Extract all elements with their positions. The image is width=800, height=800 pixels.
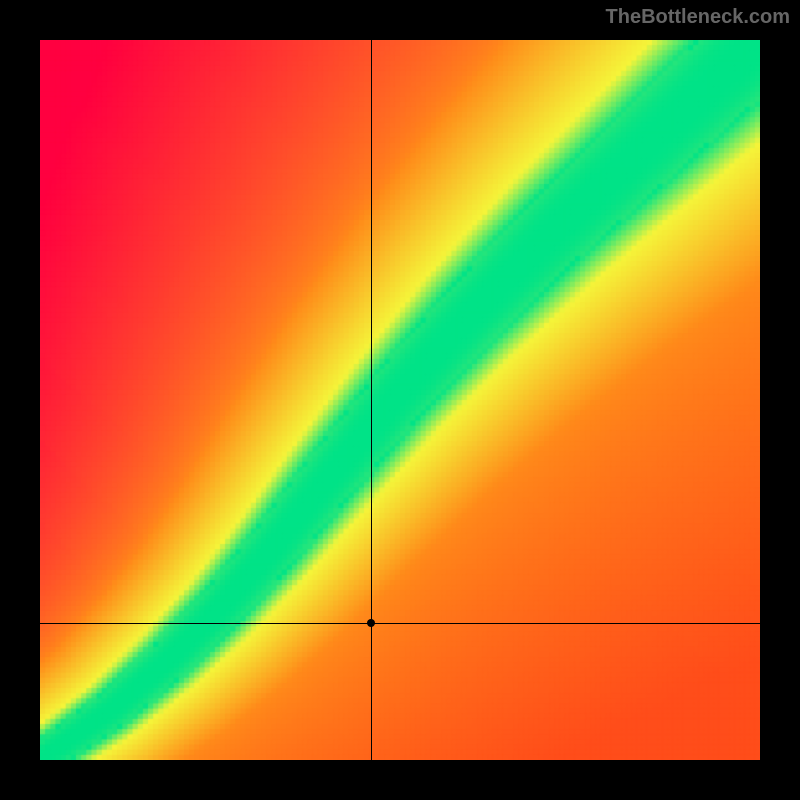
heatmap-canvas <box>40 40 760 760</box>
bottleneck-heatmap <box>40 40 760 760</box>
marker-dot <box>367 619 375 627</box>
crosshair-vertical <box>371 40 372 760</box>
watermark: TheBottleneck.com <box>606 6 790 29</box>
crosshair-horizontal <box>40 623 760 624</box>
